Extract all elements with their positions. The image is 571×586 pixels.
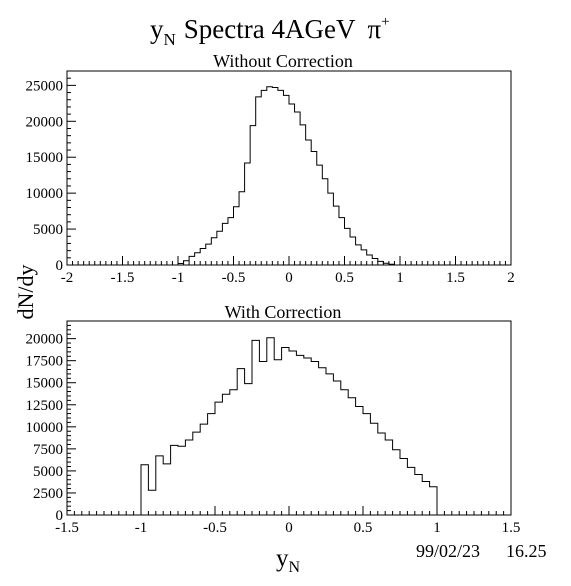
- x-tick-label-top: -1.5: [111, 270, 135, 286]
- x-tick-label-bottom: 1: [433, 520, 441, 536]
- x-tick-label-top: 0: [285, 270, 293, 286]
- x-tick-label-bottom: -1.5: [55, 520, 79, 536]
- x-tick-label-bottom: 0.5: [354, 520, 373, 536]
- y-tick-label-bottom: 0: [56, 508, 64, 524]
- y-tick-label-bottom: 5000: [33, 464, 63, 480]
- title-y-subscript: N: [164, 30, 176, 49]
- figure-title: yN Spectra 4AGeV π+: [150, 14, 390, 49]
- title-spectra-text: Spectra 4AGeV: [184, 14, 356, 44]
- x-tick-label-top: 1: [396, 270, 404, 286]
- y-tick-label-top: 25000: [26, 78, 64, 94]
- x-tick-label-bottom: -1: [135, 520, 148, 536]
- y-tick-label-bottom: 7500: [33, 442, 63, 458]
- x-tick-label-top: -2: [61, 270, 74, 286]
- panel-with-correction: With Correction -1.5 -1 -0.5 0 0.5 1 1.5 0 2500 5…: [26, 302, 521, 536]
- y-tick-label-bottom: 20000: [26, 332, 64, 348]
- panel-title-without-correction: Without Correction: [213, 51, 353, 71]
- x-tick-label-top: 0.5: [335, 270, 354, 286]
- x-axis-label: yN: [276, 545, 301, 576]
- y-tick-label-top: 15000: [26, 150, 64, 166]
- x-tick-label-bottom: -0.5: [203, 520, 227, 536]
- y-tick-label-top: 10000: [26, 186, 64, 202]
- x-tick-label-top: 1.5: [446, 270, 465, 286]
- axes-bottom: -1.5 -1 -0.5 0 0.5 1 1.5 0 2500 5000 7500 10000 1250…: [26, 320, 521, 536]
- title-pi: π: [367, 14, 381, 44]
- histogram-with-correction: [140, 337, 438, 515]
- y-tick-label-bottom: 10000: [26, 420, 64, 436]
- x-tick-label-top: -1: [172, 270, 185, 286]
- title-pi-superscript: +: [381, 14, 389, 30]
- y-tick-label-top: 20000: [26, 114, 64, 130]
- x-axis-label-y: y: [276, 545, 289, 572]
- y-axis-label: dN/dy: [13, 265, 38, 320]
- x-tick-label-bottom: 1.5: [502, 520, 521, 536]
- panel-title-with-correction: With Correction: [225, 302, 342, 322]
- time-stamp: 16.25: [506, 541, 547, 561]
- x-axis-label-subscript: N: [289, 559, 301, 576]
- x-tick-label-top: -0.5: [222, 270, 246, 286]
- y-tick-label-bottom: 12500: [26, 398, 64, 414]
- y-tick-label-bottom: 2500: [33, 486, 63, 502]
- y-tick-label-top: 5000: [33, 222, 63, 238]
- x-tick-label-top: 2: [507, 270, 515, 286]
- title-y: y: [150, 14, 164, 44]
- x-tick-label-bottom: 0: [285, 520, 293, 536]
- y-tick-label-bottom: 15000: [26, 376, 64, 392]
- axes-top: -2 -1.5 -1 -0.5 0 0.5 1 1.5 2 0 5000 10000 15000 2000…: [26, 70, 515, 286]
- histogram-without-correction: [166, 86, 400, 266]
- panel-without-correction: Without Correction -2 -1.5 -1 -0.5 0 0.5 1 1.5 2…: [26, 51, 515, 286]
- y-tick-label-top: 0: [56, 258, 64, 274]
- y-tick-label-bottom: 17500: [26, 354, 64, 370]
- date-stamp: 99/02/23: [416, 541, 480, 561]
